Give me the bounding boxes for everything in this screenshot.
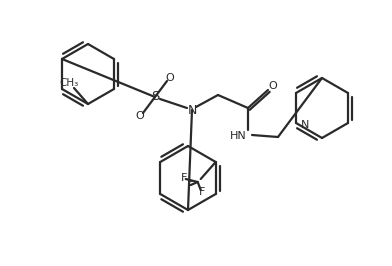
Text: HN: HN bbox=[230, 131, 247, 141]
Text: O: O bbox=[269, 81, 278, 91]
Text: F: F bbox=[181, 173, 187, 183]
Text: S: S bbox=[151, 90, 159, 103]
Text: N: N bbox=[187, 103, 197, 117]
Text: F: F bbox=[198, 187, 205, 197]
Text: N: N bbox=[301, 120, 309, 130]
Text: O: O bbox=[136, 111, 144, 121]
Text: O: O bbox=[166, 73, 174, 83]
Text: CH₃: CH₃ bbox=[59, 78, 79, 88]
Text: F: F bbox=[187, 181, 193, 191]
